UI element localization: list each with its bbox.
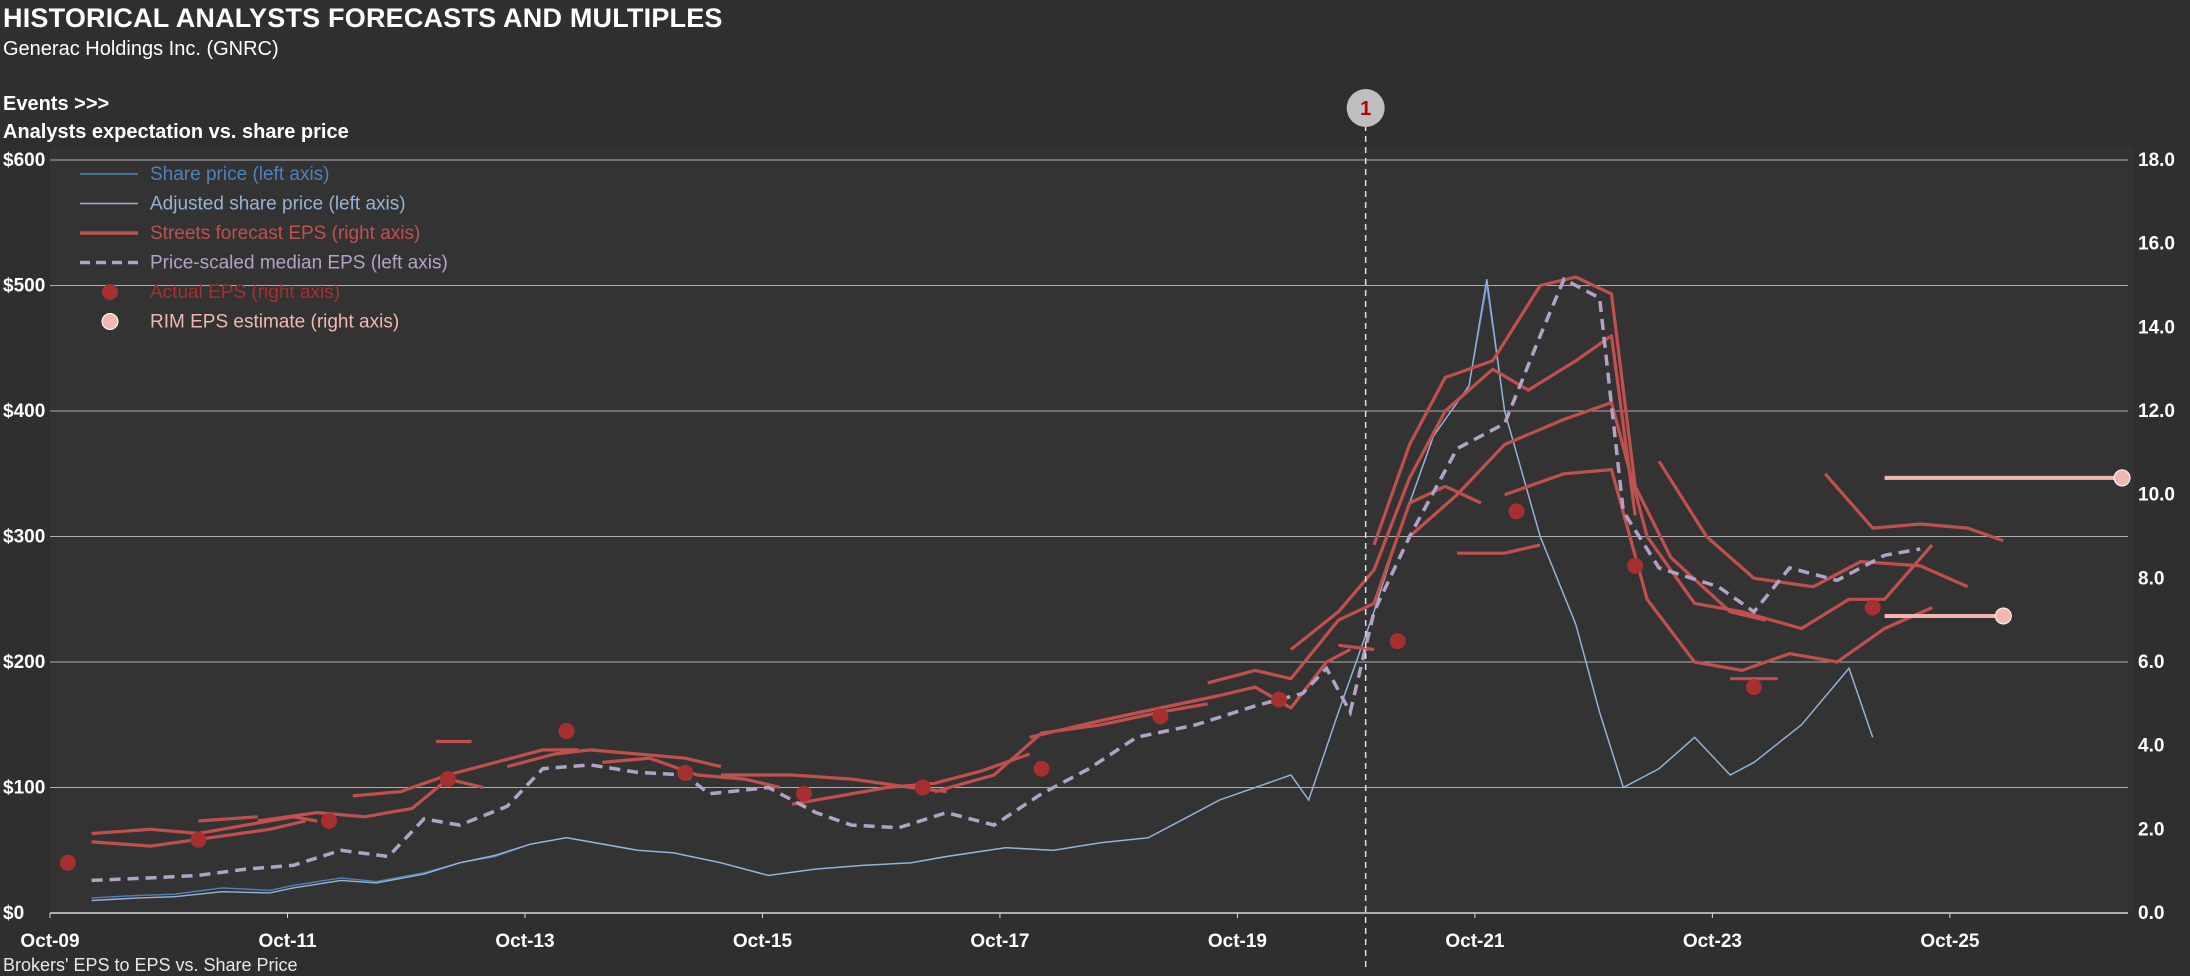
series-forecast-eps xyxy=(1504,468,1933,672)
x-tick-label: Oct-25 xyxy=(1920,931,1980,952)
y-right-tick-label: 16.0 xyxy=(2138,234,2175,255)
series-forecast-eps xyxy=(198,815,258,823)
series-forecast-eps xyxy=(602,756,781,790)
event-marker xyxy=(1346,89,1385,127)
actual-eps-point xyxy=(1389,633,1406,650)
x-tick-label: Oct-13 xyxy=(495,931,554,952)
series-forecast-eps xyxy=(1457,543,1541,555)
series-forecast-eps xyxy=(506,748,722,769)
actual-eps-point xyxy=(321,812,338,829)
y-right-tick-label: 14.0 xyxy=(2138,317,2175,338)
page-subtitle: Generac Holdings Inc. (GNRC) xyxy=(3,38,279,60)
series-forecast-eps xyxy=(791,752,1031,806)
series-forecast-eps xyxy=(1207,484,1482,685)
legend-label: Streets forecast EPS (right axis) xyxy=(150,223,420,244)
actual-eps-point xyxy=(1508,503,1525,520)
y-left-tick-label: $300 xyxy=(3,527,45,548)
actual-eps-point xyxy=(677,764,694,781)
legend-marker xyxy=(101,313,119,330)
y-left-tick-label: $0 xyxy=(3,903,24,924)
series-forecast-eps xyxy=(1823,472,2004,543)
actual-eps-point xyxy=(914,779,931,796)
y-left-tick-label: $600 xyxy=(3,150,45,171)
legend-marker xyxy=(102,284,118,300)
x-tick-label: Oct-15 xyxy=(733,931,793,952)
actual-eps-point xyxy=(1864,599,1881,616)
actual-eps-point xyxy=(59,854,76,871)
x-tick-label: Oct-17 xyxy=(970,931,1029,952)
y-left-tick-label: $500 xyxy=(3,276,45,297)
series-forecast-eps xyxy=(1338,643,1375,652)
actual-eps-point xyxy=(1627,557,1644,574)
actual-eps-point xyxy=(1745,679,1762,696)
y-right-tick-label: 6.0 xyxy=(2138,652,2164,673)
event-label: 1 xyxy=(1360,98,1371,120)
x-tick-label: Oct-19 xyxy=(1208,931,1267,952)
actual-eps-point xyxy=(1270,691,1287,708)
footnote: Brokers' EPS to EPS vs. Share Price xyxy=(3,955,298,975)
y-right-tick-label: 4.0 xyxy=(2138,736,2164,757)
y-right-tick-label: 10.0 xyxy=(2138,485,2175,506)
y-right-tick-label: 2.0 xyxy=(2138,819,2164,840)
legend-label: Price-scaled median EPS (left axis) xyxy=(150,253,448,274)
actual-eps-point xyxy=(558,723,575,740)
actual-eps-point xyxy=(1152,708,1169,725)
series-forecast-eps xyxy=(1029,648,1351,739)
series-adjusted-share-price xyxy=(91,279,1874,902)
actual-eps-point xyxy=(190,831,207,848)
actual-eps-point xyxy=(1033,760,1050,777)
series-forecast-eps xyxy=(91,815,318,836)
series-forecast-eps xyxy=(352,748,579,798)
legend-label: Share price (left axis) xyxy=(150,164,330,185)
legend-label: Adjusted share price (left axis) xyxy=(150,194,406,215)
rim-eps-point xyxy=(1994,607,2012,625)
plot-area xyxy=(50,147,2134,913)
rim-eps-point xyxy=(2113,469,2131,487)
y-right-tick-label: 0.0 xyxy=(2138,903,2164,924)
events-label: Events >>> xyxy=(3,93,110,115)
x-tick-label: Oct-11 xyxy=(258,931,317,952)
y-left-tick-label: $200 xyxy=(3,652,45,673)
legend-label: RIM EPS estimate (right axis) xyxy=(150,312,399,333)
x-tick-label: Oct-21 xyxy=(1445,931,1505,952)
y-left-tick-label: $400 xyxy=(3,401,45,422)
y-left-tick-label: $100 xyxy=(3,778,45,799)
series-forecast-eps xyxy=(1372,275,1767,622)
series-forecast-eps xyxy=(91,819,306,848)
y-right-tick-label: 12.0 xyxy=(2138,401,2175,422)
chart-title: Analysts expectation vs. share price xyxy=(3,121,349,143)
y-right-tick-label: 8.0 xyxy=(2138,568,2164,589)
series-forecast-eps xyxy=(1289,334,1637,651)
y-right-tick-label: 18.0 xyxy=(2138,150,2175,171)
series-median-eps xyxy=(91,276,1921,883)
x-tick-label: Oct-09 xyxy=(20,931,79,952)
series-forecast-eps xyxy=(1657,460,1969,589)
legend-label: Actual EPS (right axis) xyxy=(150,282,340,303)
header: HISTORICAL ANALYSTS FORECASTS AND MULTIP… xyxy=(3,0,723,61)
actual-eps-point xyxy=(796,785,813,802)
x-tick-label: Oct-23 xyxy=(1683,931,1742,952)
actual-eps-point xyxy=(439,771,456,788)
page-title: HISTORICAL ANALYSTS FORECASTS AND MULTIP… xyxy=(3,3,723,33)
